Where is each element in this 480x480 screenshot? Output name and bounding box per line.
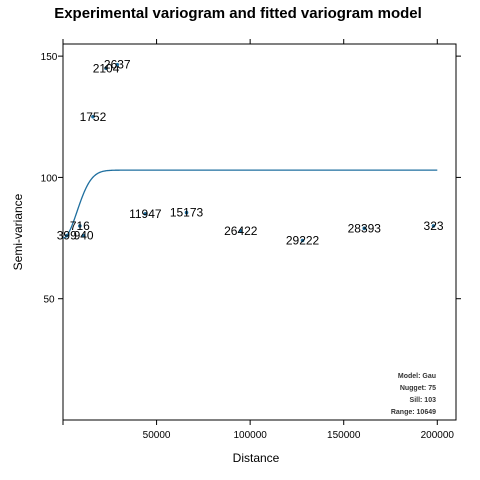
point-count-label: 26422	[224, 224, 258, 238]
point-count-label: 399	[57, 229, 77, 243]
y-tick-label: 50	[43, 295, 55, 306]
model-annotation-line: Sill: 103	[410, 397, 437, 404]
point-count-label: 11947	[129, 207, 162, 221]
model-annotation-line: Range: 10649	[391, 409, 436, 416]
model-annotation-line: Nugget: 75	[400, 385, 436, 392]
point-count-label: 28393	[348, 221, 382, 235]
data-point	[362, 226, 367, 231]
data-point	[238, 228, 243, 233]
x-axis-label: Distance	[233, 451, 280, 465]
point-count-label: 323	[424, 219, 444, 233]
point-count-label: 1752	[80, 110, 107, 124]
point-count-label: 716	[70, 219, 90, 233]
point-count-label: 29222	[286, 233, 320, 247]
data-point	[64, 233, 69, 238]
point-count-label: 2637	[104, 58, 131, 72]
data-point	[91, 114, 95, 119]
data-point	[143, 212, 148, 216]
data-point	[78, 224, 82, 228]
model-annotation: Model: Gau Nugget: 75 Sill: 103 Range: 1064…	[391, 373, 436, 416]
data-point	[81, 233, 86, 238]
model-curve	[62, 169, 438, 239]
y-tick-label: 100	[41, 173, 58, 184]
data-point	[115, 62, 120, 67]
y-tick-label: 150	[41, 52, 58, 63]
x-tick-label: 100000	[233, 430, 267, 441]
model-annotation-line: Model: Gau	[398, 373, 436, 380]
x-axis: 50000 100000 150000 200000	[62, 39, 455, 441]
y-axis: 50 100 150	[41, 52, 461, 306]
data-point	[104, 66, 108, 71]
point-count-label: 15173	[170, 206, 204, 220]
y-axis-label: Semi-variance	[11, 193, 25, 270]
data-point	[431, 224, 436, 228]
data-point	[184, 210, 189, 215]
plot-frame	[62, 43, 457, 421]
x-tick-label: 50000	[143, 430, 171, 441]
point-count-label: 2104	[93, 61, 120, 75]
x-tick-label: 150000	[327, 430, 361, 441]
fitted-model-layer	[62, 169, 438, 239]
point-count-label: 940	[74, 229, 94, 243]
chart-title: Experimental variogram and fitted variog…	[54, 5, 422, 22]
x-tick-label: 200000	[421, 430, 455, 441]
data-point	[300, 238, 305, 243]
